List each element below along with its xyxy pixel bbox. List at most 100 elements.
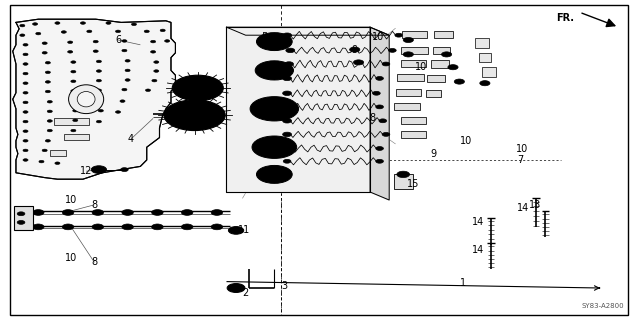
Circle shape: [17, 212, 25, 216]
Circle shape: [448, 65, 458, 70]
Circle shape: [395, 33, 403, 37]
Circle shape: [256, 33, 292, 51]
Bar: [401, 131, 426, 138]
Circle shape: [39, 160, 44, 163]
Circle shape: [98, 99, 103, 102]
Text: 6: 6: [115, 35, 121, 45]
Text: 10: 10: [371, 32, 384, 42]
Ellipse shape: [69, 85, 103, 114]
Text: 15: 15: [407, 179, 420, 189]
Circle shape: [23, 44, 28, 46]
Circle shape: [373, 92, 380, 95]
Circle shape: [154, 70, 159, 72]
Circle shape: [45, 61, 50, 64]
Circle shape: [283, 105, 292, 109]
Text: 10: 10: [459, 136, 472, 146]
Circle shape: [350, 47, 360, 52]
Circle shape: [232, 286, 240, 290]
Circle shape: [397, 171, 410, 178]
Circle shape: [145, 89, 151, 92]
Bar: [50, 150, 66, 156]
Circle shape: [47, 100, 52, 103]
Circle shape: [283, 118, 292, 123]
Circle shape: [47, 120, 52, 122]
Circle shape: [285, 147, 293, 150]
Circle shape: [33, 210, 44, 215]
Polygon shape: [226, 27, 370, 192]
Circle shape: [71, 80, 76, 83]
Circle shape: [20, 24, 25, 27]
Circle shape: [33, 224, 44, 230]
Polygon shape: [13, 19, 175, 179]
Text: 11: 11: [237, 225, 250, 236]
Circle shape: [181, 210, 193, 215]
Circle shape: [61, 31, 66, 33]
Circle shape: [151, 51, 156, 53]
Circle shape: [71, 70, 76, 73]
Circle shape: [96, 60, 101, 63]
Bar: [394, 103, 420, 110]
Circle shape: [92, 224, 103, 230]
Circle shape: [441, 52, 452, 57]
Circle shape: [87, 30, 92, 33]
Polygon shape: [370, 27, 389, 200]
Bar: [475, 38, 489, 48]
Circle shape: [403, 52, 413, 57]
Circle shape: [68, 51, 73, 53]
Circle shape: [382, 62, 390, 66]
Circle shape: [23, 159, 28, 161]
Bar: [397, 74, 424, 81]
Circle shape: [227, 284, 245, 292]
Circle shape: [265, 37, 283, 46]
Circle shape: [185, 82, 211, 94]
Circle shape: [125, 60, 130, 62]
Bar: [14, 206, 33, 230]
Circle shape: [45, 90, 50, 93]
Text: 9: 9: [351, 44, 357, 55]
Circle shape: [23, 92, 28, 94]
Circle shape: [92, 210, 103, 215]
Circle shape: [152, 79, 157, 82]
Circle shape: [71, 90, 76, 92]
Bar: [394, 174, 413, 189]
Circle shape: [122, 40, 127, 42]
Circle shape: [286, 48, 295, 53]
Circle shape: [144, 30, 149, 33]
Circle shape: [121, 168, 128, 172]
Bar: [478, 53, 491, 62]
Bar: [427, 75, 445, 82]
Circle shape: [211, 224, 223, 230]
Circle shape: [91, 166, 107, 173]
Circle shape: [45, 71, 50, 74]
Bar: [426, 90, 441, 97]
Circle shape: [45, 81, 50, 83]
Polygon shape: [226, 27, 389, 35]
Circle shape: [23, 72, 28, 75]
Circle shape: [283, 33, 292, 37]
Circle shape: [263, 141, 285, 153]
Text: 7: 7: [517, 155, 523, 165]
Circle shape: [36, 32, 41, 35]
Text: 12: 12: [80, 166, 93, 176]
Text: 10: 10: [65, 195, 78, 205]
Circle shape: [23, 53, 28, 56]
Circle shape: [23, 101, 28, 104]
Bar: [482, 67, 496, 77]
Text: 8: 8: [91, 200, 98, 210]
Circle shape: [93, 40, 98, 43]
Circle shape: [265, 66, 284, 75]
Circle shape: [165, 40, 170, 42]
Circle shape: [23, 63, 28, 65]
Circle shape: [250, 97, 299, 121]
Circle shape: [179, 107, 211, 123]
Bar: [401, 47, 428, 54]
Circle shape: [80, 22, 85, 24]
Circle shape: [283, 76, 292, 81]
Text: 4: 4: [128, 134, 134, 144]
Circle shape: [45, 140, 50, 142]
Circle shape: [122, 224, 133, 230]
Circle shape: [115, 30, 121, 33]
Circle shape: [122, 49, 127, 52]
Circle shape: [73, 119, 78, 122]
Text: 14: 14: [472, 217, 485, 228]
